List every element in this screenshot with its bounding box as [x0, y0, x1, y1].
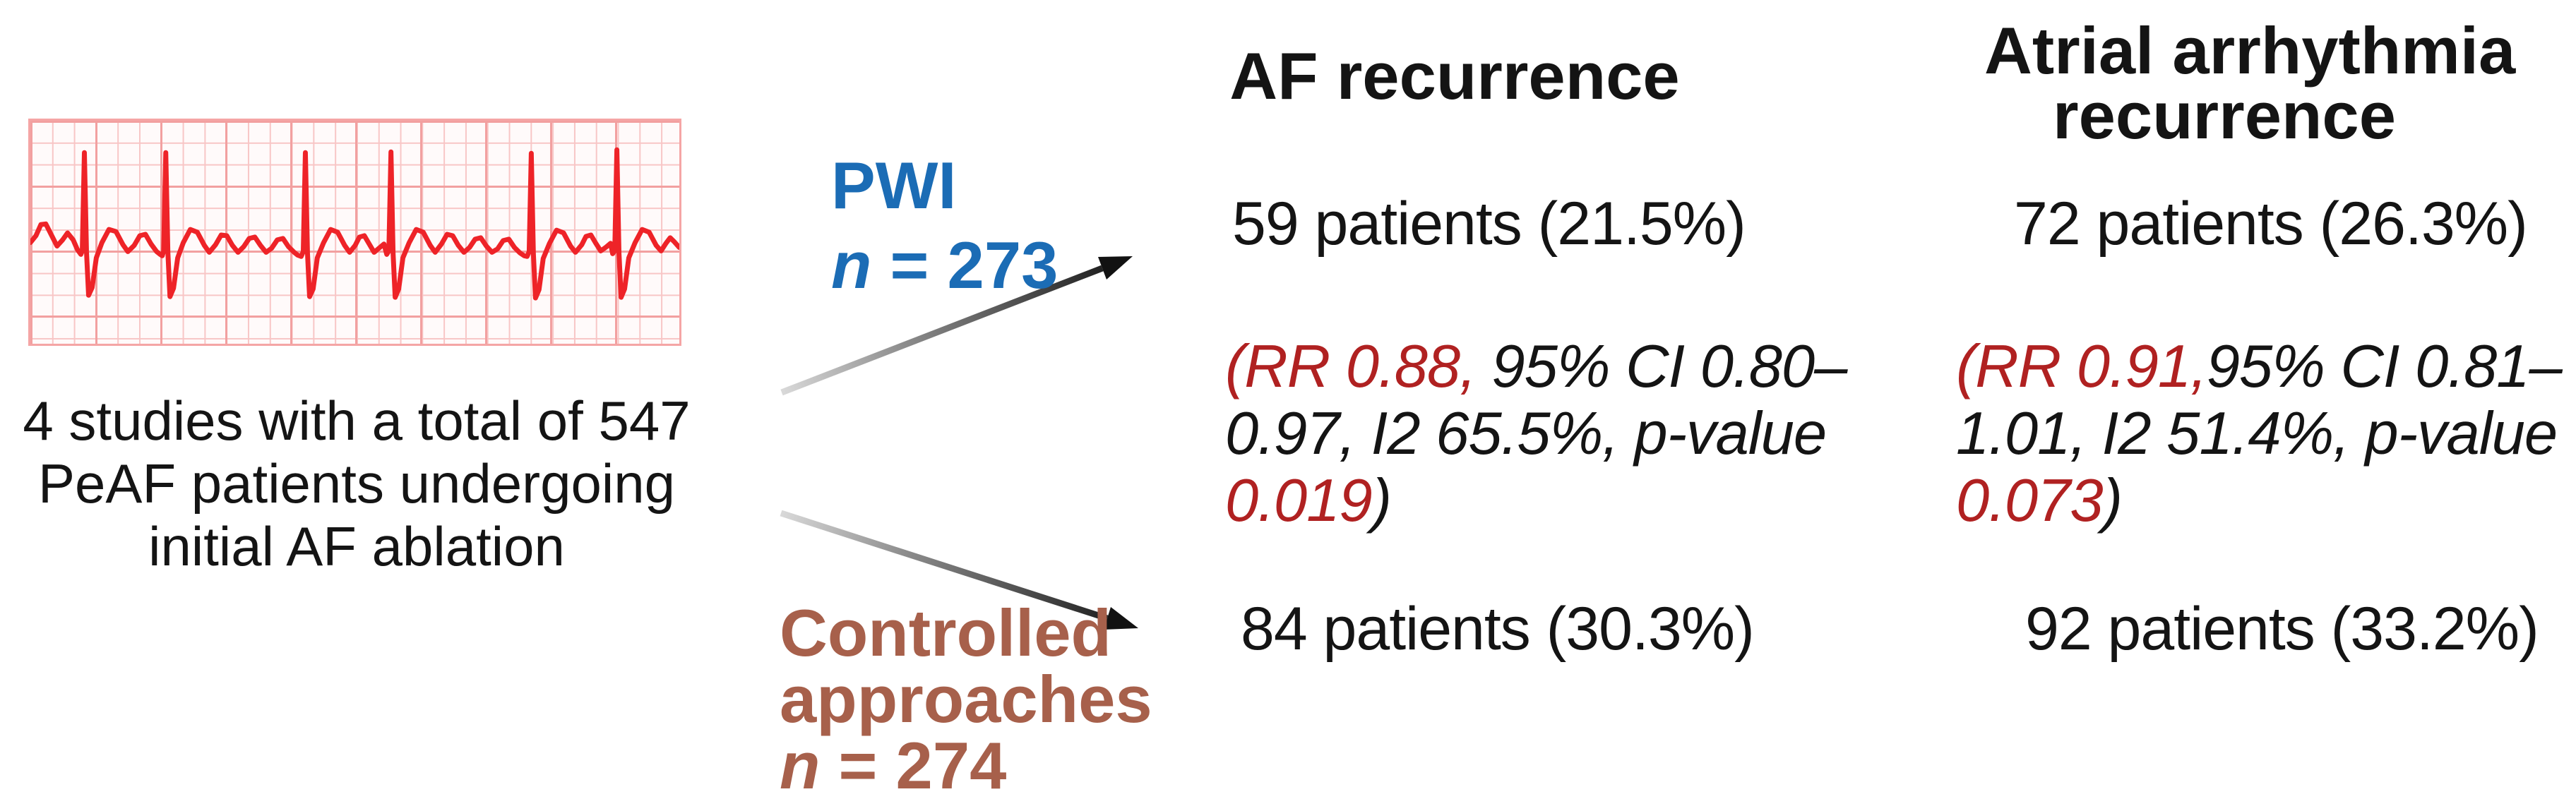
ecg-strip-icon — [28, 119, 681, 346]
caption-line-2: PeAF patients undergoing — [38, 452, 675, 515]
af-rr-line-3: 0.019) — [1225, 467, 1392, 534]
atrial-header-line-2: recurrence — [2053, 78, 2396, 152]
column-header-af-recurrence: AF recurrence — [1229, 39, 1680, 113]
pwi-branch-label: PWI n = 273 — [831, 145, 1058, 305]
controlled-n-count: n = 274 — [780, 728, 1007, 799]
caption-line-1: 4 studies with a total of 547 — [23, 390, 691, 452]
atrial-rr-line-2: 1.01, I2 51.4%, p-value — [1956, 400, 2558, 467]
controlled-af-recurrence-count: 84 patients (30.3%) — [1241, 595, 1755, 663]
af-rr-line-2: 0.97, I2 65.5%, p-value — [1225, 400, 1827, 467]
pwi-af-recurrence-count: 59 patients (21.5%) — [1232, 190, 1746, 258]
atrial-header-line-1: Atrial arrhythmia — [1984, 13, 2516, 88]
atrial-recurrence-rr-stats: (RR 0.91,95% CI 0.81– 1.01, I2 51.4%, p-… — [1956, 333, 2563, 534]
ecg-trace — [30, 147, 679, 301]
controlled-label-line-2: approaches — [780, 662, 1152, 736]
af-rr-line-1: (RR 0.88, 95% CI 0.80– — [1225, 333, 1847, 400]
pwi-atrial-recurrence-count: 72 patients (26.3%) — [2014, 190, 2528, 258]
controlled-branch-label: Controlled approaches n = 274 — [780, 600, 1152, 799]
af-recurrence-rr-stats: (RR 0.88, 95% CI 0.80– 0.97, I2 65.5%, p… — [1225, 333, 1847, 534]
column-header-atrial-arrhythmia: Atrial arrhythmia recurrence — [1984, 13, 2516, 152]
study-caption: 4 studies with a total of 547 PeAF patie… — [11, 390, 703, 578]
pwi-n-count: n = 273 — [831, 228, 1059, 302]
caption-line-3: initial AF ablation — [148, 515, 565, 577]
pwi-label: PWI — [831, 148, 957, 222]
controlled-label-line-1: Controlled — [780, 596, 1111, 670]
controlled-atrial-recurrence-count: 92 patients (33.2%) — [2025, 595, 2539, 663]
atrial-rr-line-3: 0.073) — [1956, 467, 2123, 534]
atrial-rr-line-1: (RR 0.91,95% CI 0.81– — [1956, 333, 2563, 400]
